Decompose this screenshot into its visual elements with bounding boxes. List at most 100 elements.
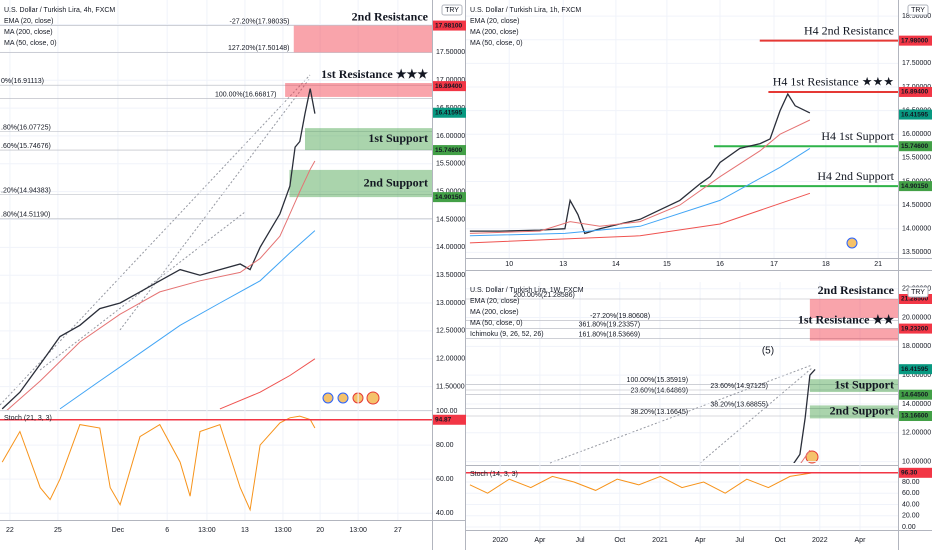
price-line [219,358,316,410]
y-tick-label: 14.00000 [436,244,465,251]
zone [289,169,432,198]
indicator-name: EMA (20, close) [470,298,519,305]
price-tag [433,145,466,156]
price-tag [899,294,932,305]
zone [809,299,898,318]
symbol-title: U.S. Dollar / Turkish Lira, 1W, FXCM [470,287,584,294]
x-tick-label: 13:00 [198,527,216,534]
price-tag-label: 16.41595 [901,366,928,373]
price-line [1,88,316,410]
wave-label: (5) [762,346,774,357]
x-tick-label: 13:00 [349,527,367,534]
x-tick-label: Apr [534,537,546,544]
price-line [793,368,816,463]
trend-line [549,364,813,464]
level-label: H4 1st Resistance ★★★ [773,75,894,89]
zone-label: 2nd Support [830,404,894,418]
fib-label: 100.00%(16.66817) [215,92,277,99]
price-tag-label: 15.74600 [435,147,462,154]
fib-label: 361.80%(19.23357) [579,321,641,328]
zone [293,25,432,53]
price-tag-label: 16.89400 [901,89,928,96]
fib-label: 100.00%(15.35919) [627,377,689,384]
y-tick-label: 40.00 [902,501,920,508]
fib-label: .20%(14.94383) [1,188,51,195]
y-tick-label: 14.00000 [902,226,931,233]
x-tick-label: Apr [695,537,707,544]
event-icon [366,391,380,405]
x-tick-label: Jul [735,537,744,544]
fib-label: .80%(14.51190) [1,212,50,219]
fib-label: 38.20%(13.16645) [630,409,688,416]
zone-label: 2nd Support [364,175,428,189]
y-tick-label: 20.00000 [902,314,931,321]
y-tick-label: 18.50000 [902,13,931,20]
price-tag [899,86,932,97]
x-tick-label: 15 [663,261,671,268]
y-tick-label: 11.50000 [436,383,465,390]
y-tick-label: 16.00000 [902,131,931,138]
price-tag-label: 14.64500 [901,391,928,398]
indicator-name: MA (200, close) [4,29,53,36]
price-tag [899,323,932,334]
y-tick-label: 17.50000 [902,60,931,67]
x-tick-label: Dec [112,527,125,534]
stoch-name: Stoch (21, 3, 3) [4,415,52,422]
y-tick-label: 80.00 [436,442,454,449]
x-tick-label: 13:00 [274,527,292,534]
zone-label: 1st Support [368,131,428,145]
y-tick-label: 18.00000 [902,343,931,350]
x-tick-label: 14 [612,261,620,268]
x-tick-label: Oct [614,537,625,544]
y-tick-label: 100.00 [436,408,458,415]
price-line [469,192,811,244]
zone [809,328,898,341]
x-tick-label: 25 [54,527,62,534]
price-line [469,147,811,237]
currency: TRY [911,7,925,14]
price-tag [899,411,932,422]
x-tick-label: 21 [874,261,882,268]
y-tick-label: 12.00000 [902,430,931,437]
currency: TRY [445,7,459,14]
price-tag [433,20,466,31]
indicator-name: EMA (20, close) [470,18,519,25]
price-tag-label: 21.28500 [901,296,928,303]
y-tick-label: 16.00000 [902,372,931,379]
zone-label: 2nd Resistance [818,283,895,297]
indicator-name: MA (50, close, 0) [470,40,523,47]
price-tag-label: 15.74600 [901,143,928,150]
currency-box [907,286,929,298]
x-tick-label: 18 [822,261,830,268]
y-tick-label: 15.50000 [902,155,931,162]
y-tick-label: 14.50000 [902,202,931,209]
x-tick-label: 16 [716,261,724,268]
y-tick-label: 60.00 [436,476,454,483]
y-tick-label: 17.50000 [436,49,465,56]
zone-label: 1st Support [834,377,894,391]
stoch-line [469,472,812,494]
price-tag-label: 17.98000 [901,37,928,44]
fib-label: 161.80%(18.53669) [579,331,641,338]
indicator-name: EMA (20, close) [4,18,53,25]
price-tag-label: 19.23200 [901,325,928,332]
x-tick-label: 13 [559,261,567,268]
indicator-name: Ichimoku (9, 26, 52, 26) [470,331,544,338]
fib-label: 200.00%(21.28586) [513,292,575,299]
x-tick-label: Apr [855,537,867,544]
stoch-tag-label: 94.87 [435,416,452,423]
indicator-name: MA (200, close) [470,29,519,36]
price-tag [433,107,466,118]
zone-label: 1st Resistance ★★ [798,312,894,326]
level-label: H4 2nd Resistance [804,23,894,37]
price-tag-label: 16.89400 [435,83,462,90]
event-icons [322,237,858,464]
indicator-name: MA (50, close, 0) [4,40,57,47]
y-tick-label: 12.50000 [436,328,465,335]
price-tag [899,35,932,46]
stoch-tag [899,467,932,478]
fib-label: 23.60%(14.97125) [710,383,768,390]
stoch-name: Stoch (14, 3, 3) [470,471,518,478]
y-tick-label: 60.00 [902,490,920,497]
